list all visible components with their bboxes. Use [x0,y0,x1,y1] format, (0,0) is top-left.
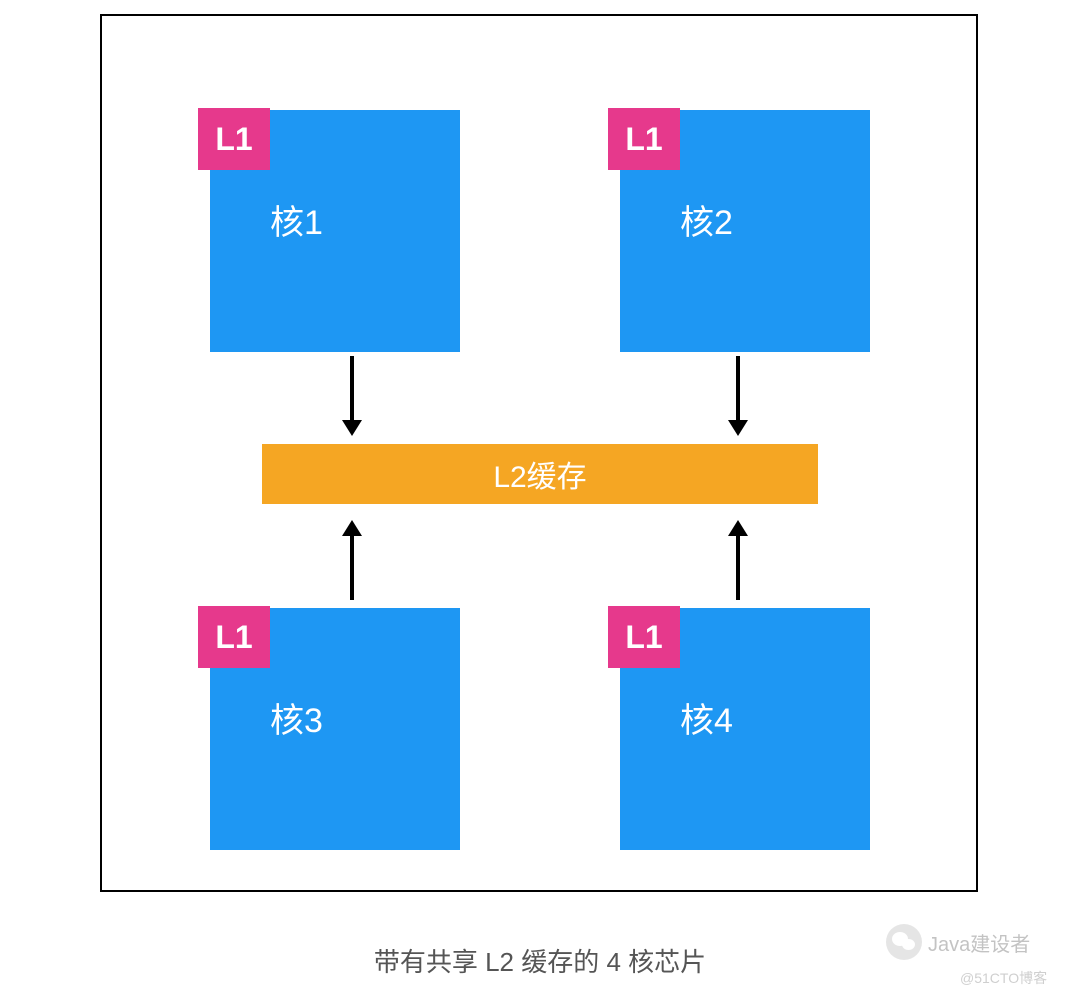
watermark-site: @51CTO博客 [960,968,1047,988]
core-3-label: 核3 [270,693,323,742]
l1-tag-core3: L1 [198,606,270,668]
core-2-label: 核2 [680,195,733,244]
wechat-icon [886,924,922,960]
l1-tag-core1: L1 [198,108,270,170]
watermark-wechat: Java建设者 [886,924,1030,960]
l1-tag-core2: L1 [608,108,680,170]
l1-tag-core4: L1 [608,606,680,668]
watermark-wechat-text: Java建设者 [928,928,1030,957]
l2-cache: L2缓存 [262,444,818,504]
core-4-label: 核4 [680,693,733,742]
core-1-label: 核1 [270,195,323,244]
